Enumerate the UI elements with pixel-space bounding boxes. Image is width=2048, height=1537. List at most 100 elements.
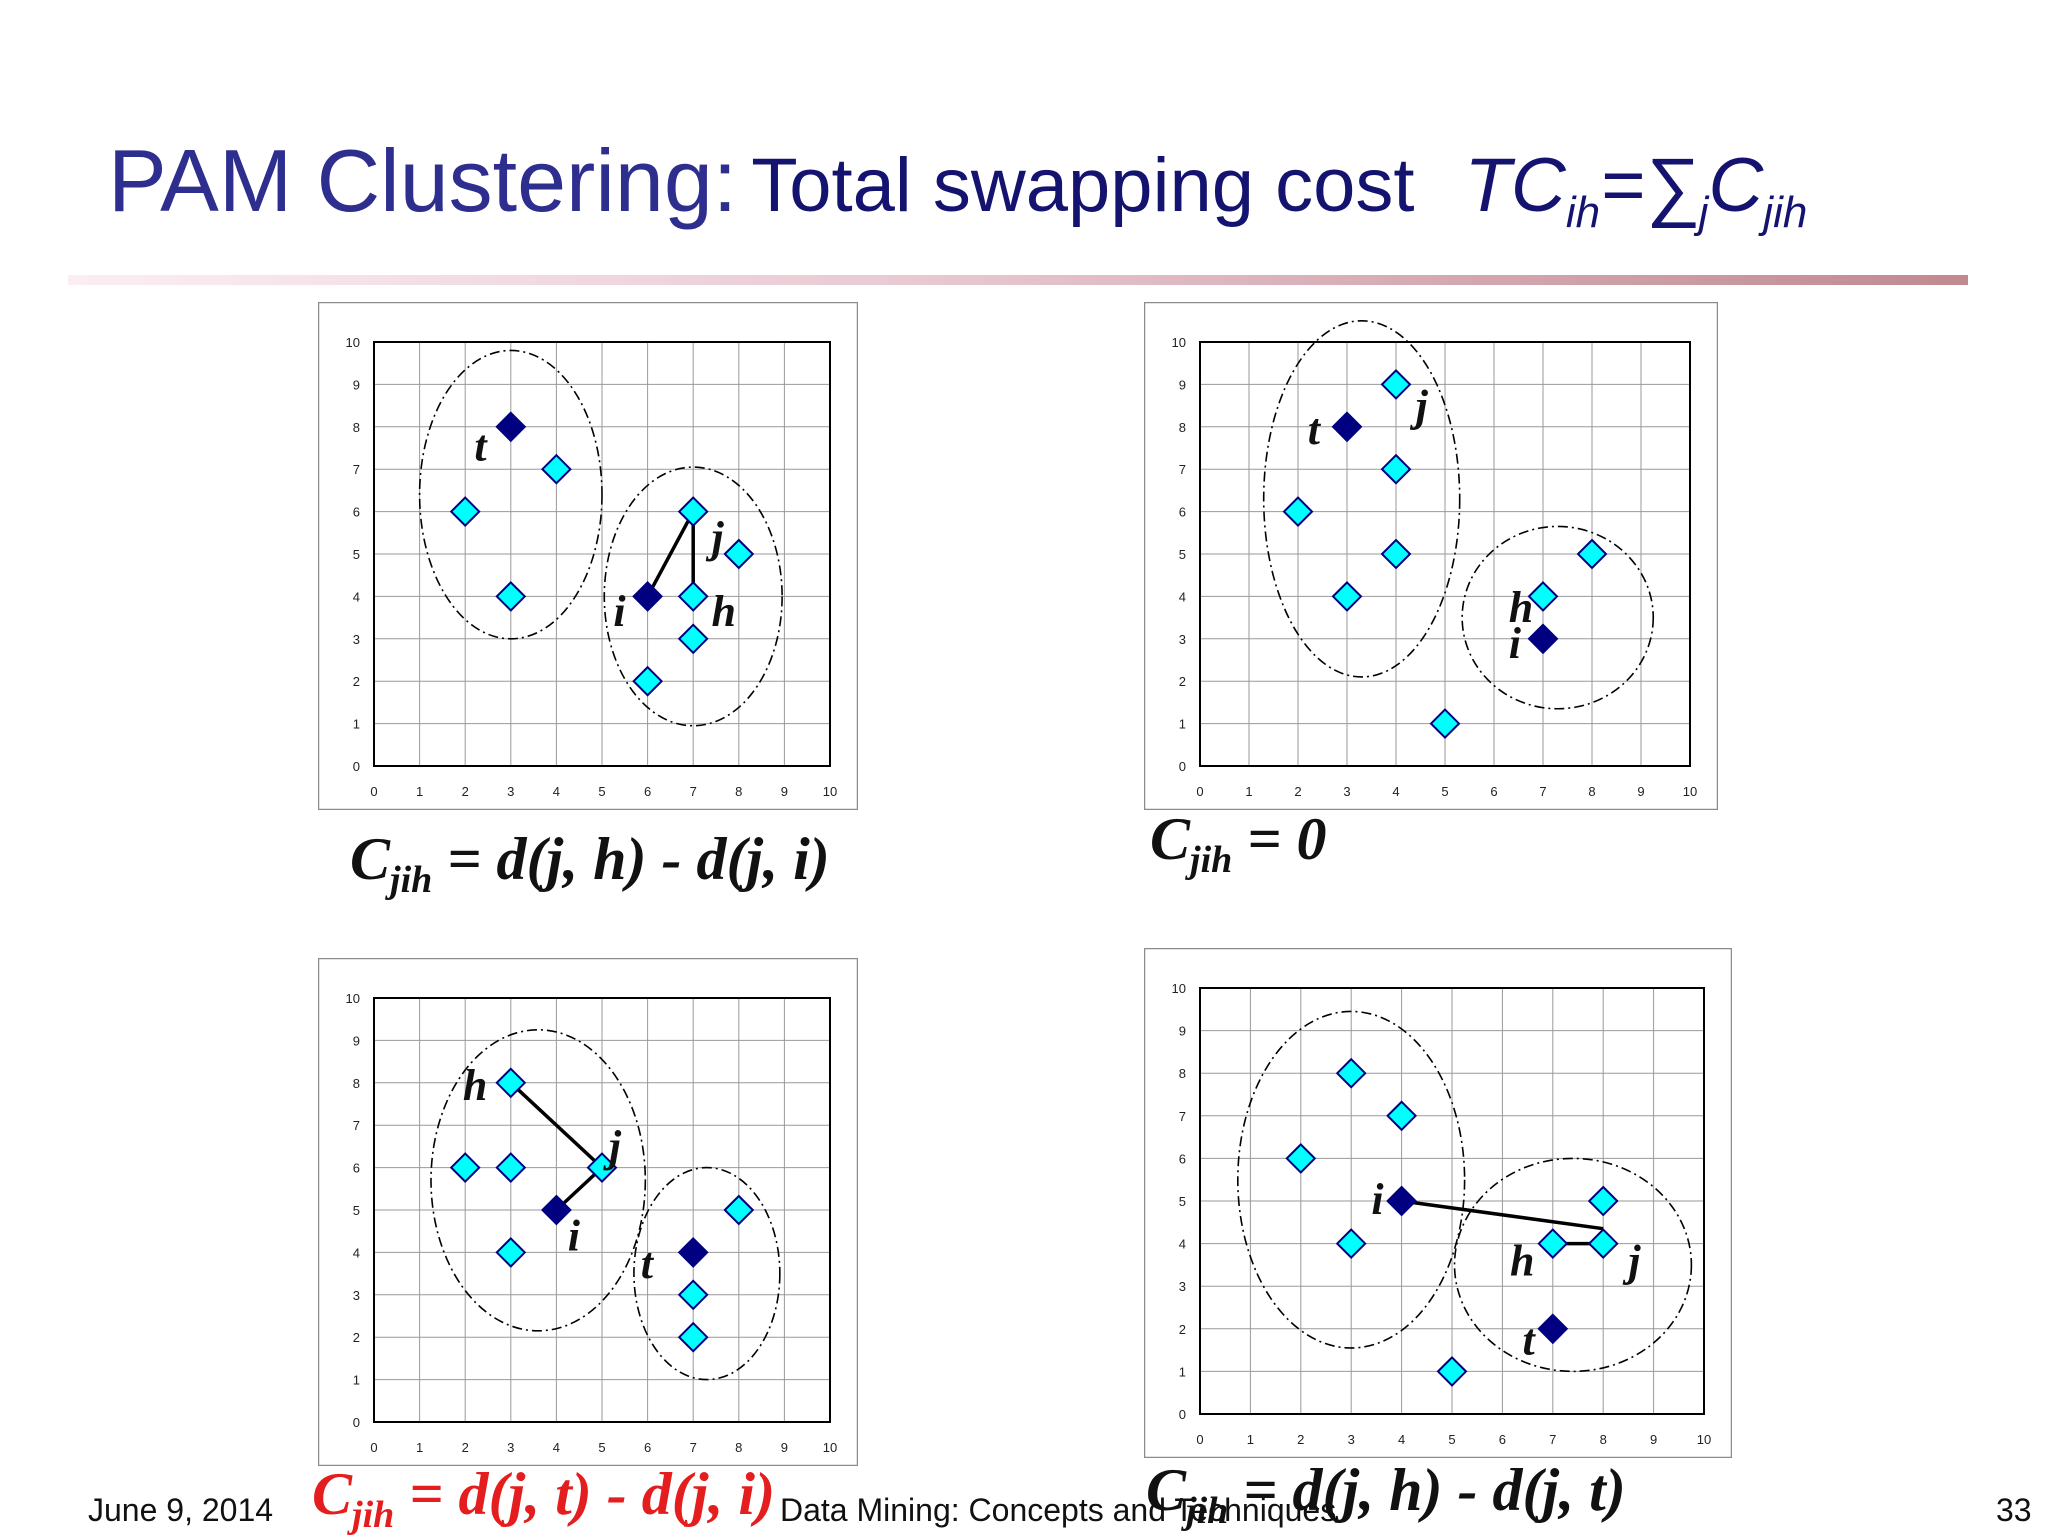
x-tick-label: 5 [598, 1440, 605, 1455]
data-point [1527, 580, 1559, 612]
data-point [586, 1152, 618, 1184]
point-label-i: i [568, 1211, 581, 1260]
y-tick-label: 0 [1179, 759, 1186, 774]
equation-4: Cjih = d(j, h) - d(j, t) [1146, 1456, 1626, 1533]
scatter-panel-4: 0 1 2 3 4 5 6 7 8 9 10 0 1 2 3 4 5 6 7 8 9 10 i h j t [1144, 948, 1732, 1458]
data-point [1282, 496, 1314, 528]
data-point [1537, 1228, 1569, 1260]
point-label-i: i [1371, 1175, 1384, 1224]
data-point [723, 538, 755, 570]
data-point [677, 580, 709, 612]
cluster-boundary [1461, 525, 1655, 710]
y-tick-label: 9 [353, 377, 360, 392]
equation-4-c: C [1146, 1457, 1187, 1523]
x-tick-label: 1 [1245, 784, 1252, 799]
footer-date: June 9, 2014 [88, 1492, 274, 1528]
data-point [1380, 453, 1412, 485]
title-underline [68, 275, 1968, 285]
slide-title: PAM Clustering: Total swapping cost TCih=∑… [108, 130, 1807, 238]
y-tick-label: 5 [353, 547, 360, 562]
scatter-panel-3: 0 1 2 3 4 5 6 7 8 9 10 0 1 2 3 4 5 6 7 8 9 10 h j i t [318, 958, 858, 1466]
x-tick-label: 7 [1549, 1432, 1556, 1447]
data-point [1380, 368, 1412, 400]
point-label-h: h [711, 587, 735, 636]
x-tick-label: 2 [1297, 1432, 1304, 1447]
data-point [1429, 708, 1461, 740]
y-tick-label: 5 [353, 1203, 360, 1218]
x-tick-label: 8 [735, 1440, 742, 1455]
y-tick-label: 2 [1179, 1322, 1186, 1337]
y-tick-label: 8 [1179, 420, 1186, 435]
data-point [1587, 1228, 1619, 1260]
y-tick-label: 7 [353, 462, 360, 477]
data-point [1576, 538, 1608, 570]
data-point [677, 1321, 709, 1353]
y-tick-label: 6 [1179, 1151, 1186, 1166]
y-tick-label: 4 [1179, 589, 1186, 604]
footer-page-number: 33 [1996, 1492, 2032, 1528]
y-tick-label: 1 [353, 1373, 360, 1388]
point-label-i: i [1509, 619, 1522, 668]
plot-area [373, 997, 831, 1423]
medoid-point [632, 580, 664, 612]
data-point [1335, 1057, 1367, 1089]
footer-course: Data Mining: Concepts and Techniques [780, 1492, 1337, 1528]
x-tick-label: 9 [781, 1440, 788, 1455]
data-point [1331, 580, 1363, 612]
x-tick-label: 2 [462, 1440, 469, 1455]
y-tick-label: 2 [353, 1330, 360, 1345]
x-tick-label: 9 [781, 784, 788, 799]
y-tick-label: 0 [353, 1415, 360, 1430]
x-tick-label: 4 [553, 1440, 560, 1455]
data-point [495, 580, 527, 612]
cluster-boundary [603, 466, 783, 727]
x-tick-label: 6 [644, 1440, 651, 1455]
x-tick-label: 7 [1539, 784, 1546, 799]
y-tick-label: 9 [1179, 1024, 1186, 1039]
point-label-t: t [1523, 1315, 1537, 1364]
distance-line [646, 510, 695, 598]
y-tick-label: 3 [1179, 632, 1186, 647]
x-tick-label: 9 [1650, 1432, 1657, 1447]
data-point [1386, 1100, 1418, 1132]
equation-3-rhs: = d(j, t) - d(j, i) [394, 1461, 776, 1527]
y-tick-label: 3 [353, 1288, 360, 1303]
cluster-boundary [418, 349, 603, 640]
equation-1-c: C [350, 826, 391, 892]
y-tick-label: 0 [1179, 1407, 1186, 1422]
equation-3: Cjih = d(j, t) - d(j, i) [312, 1460, 775, 1537]
equation-2-sub: jih [1190, 839, 1233, 881]
y-tick-label: 1 [353, 717, 360, 732]
medoid-point [540, 1194, 572, 1226]
cluster-boundary [430, 1029, 647, 1332]
x-tick-label: 3 [1343, 784, 1350, 799]
x-tick-label: 1 [416, 784, 423, 799]
x-tick-label: 1 [1247, 1432, 1254, 1447]
y-tick-label: 1 [1179, 717, 1186, 732]
plot-area [1199, 987, 1705, 1415]
y-tick-label: 6 [353, 505, 360, 520]
distance-line [1401, 1199, 1604, 1231]
formula-tc-sub: ih [1565, 188, 1601, 238]
medoid-point [495, 411, 527, 443]
point-label-h: h [1509, 583, 1533, 632]
data-point [449, 496, 481, 528]
plot-area [1199, 341, 1691, 767]
cluster-boundary [1453, 1157, 1693, 1373]
x-tick-label: 4 [1392, 784, 1399, 799]
equation-2-c: C [1150, 806, 1191, 872]
x-tick-label: 8 [735, 784, 742, 799]
title-sub: Total swapping cost [751, 143, 1415, 228]
data-point [540, 453, 572, 485]
x-tick-label: 7 [690, 784, 697, 799]
x-tick-label: 0 [1196, 1432, 1203, 1447]
title-formula: TCih=∑jCjih [1465, 143, 1808, 237]
data-point [1380, 538, 1412, 570]
x-tick-label: 8 [1588, 784, 1595, 799]
y-tick-label: 1 [1179, 1364, 1186, 1379]
point-label-h: h [463, 1061, 487, 1110]
panel-frame [318, 958, 858, 1466]
